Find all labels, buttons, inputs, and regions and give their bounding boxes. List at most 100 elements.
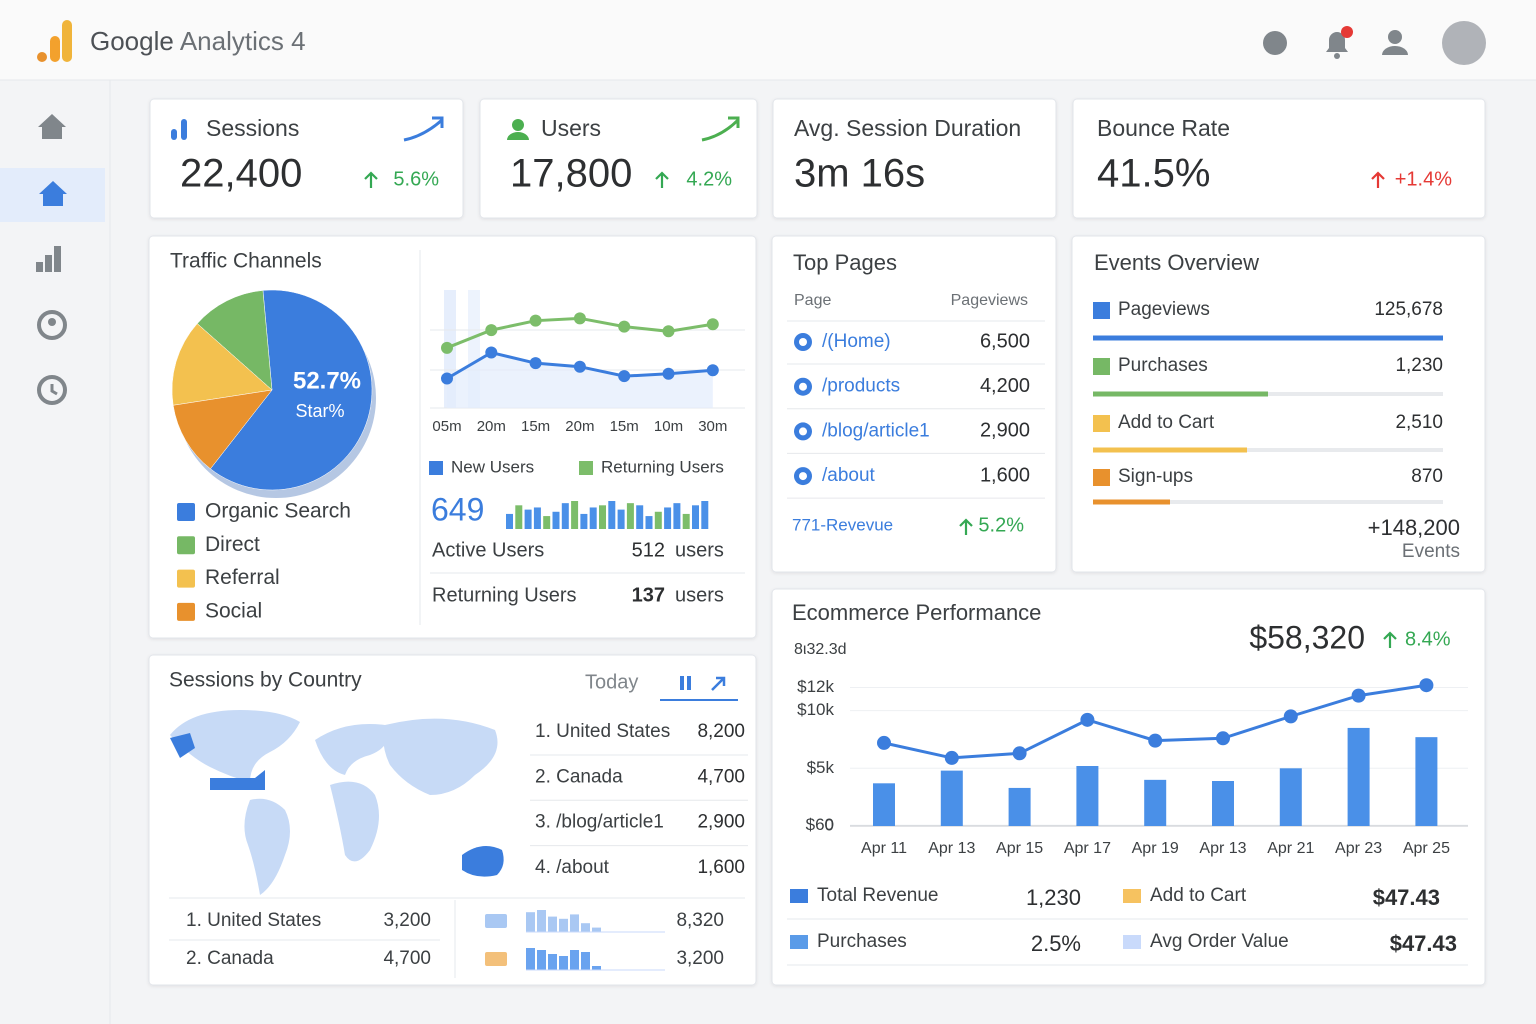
legend-swatch [485, 952, 507, 966]
line-point [485, 346, 498, 359]
pie-center-label: Star% [295, 401, 344, 421]
legend-label: Referral [205, 566, 280, 589]
bar [1279, 768, 1302, 826]
legend-swatch [1093, 415, 1110, 432]
x-tick-label: 15m [521, 418, 550, 435]
line-point [877, 735, 891, 750]
chart-toggle[interactable] [680, 676, 726, 691]
kpi-label: Users [541, 115, 601, 141]
event-value: 125,678 [1374, 299, 1443, 320]
spark-bar [548, 954, 557, 970]
spark-bar [682, 513, 690, 529]
event-name: Pageviews [1118, 299, 1210, 320]
summary-label: Add to Cart [1150, 885, 1247, 906]
legend-swatch [429, 461, 443, 475]
subtitle: 8ι32.3d [794, 641, 847, 658]
progress-bar [1093, 447, 1247, 453]
legend-swatch [177, 602, 195, 621]
users-icon [507, 119, 529, 140]
country-value: 4,700 [697, 766, 745, 787]
page-path: /products [822, 376, 900, 397]
spark-bar [608, 501, 616, 529]
spark-bar [533, 507, 541, 529]
kpi-change: 5.6% [393, 168, 439, 190]
kpi-value: 22,400 [180, 152, 302, 196]
spark-bar [537, 950, 546, 970]
y-tick-label: $5k [807, 758, 835, 777]
page-icon-inner [799, 427, 807, 436]
line-point [1216, 731, 1230, 746]
bar [1212, 781, 1234, 826]
legend-swatch [790, 935, 808, 949]
brand-google: Google [90, 26, 174, 56]
trend-arrow [701, 116, 740, 142]
line-point [441, 372, 453, 385]
nav-home[interactable] [38, 114, 66, 139]
spark-bar [570, 950, 579, 970]
nav-reports[interactable] [36, 246, 61, 272]
footer-value: 5.2% [978, 514, 1024, 536]
legend-label: Social [205, 599, 262, 622]
spark-bar [589, 507, 597, 529]
spark-bar [506, 513, 513, 529]
spark-bar [543, 516, 551, 529]
page-path: /blog/article1 [822, 420, 930, 441]
kpi-value: 17,800 [510, 152, 632, 196]
spark-bar [581, 923, 590, 932]
x-tick-label: Apr 19 [1132, 840, 1179, 857]
brand-product: Analytics 4 [180, 26, 306, 56]
up-arrow [655, 171, 669, 188]
legend-swatch [1093, 358, 1110, 375]
summary-value: $47.43 [1390, 931, 1457, 956]
bar [1415, 737, 1438, 826]
sessions-icon [171, 119, 187, 140]
page-views: 6,500 [980, 330, 1030, 352]
stat-label: Returning Users [432, 584, 577, 606]
events-card [1071, 235, 1486, 573]
country-name: 1. United States [186, 910, 321, 931]
page-views: 4,200 [980, 375, 1030, 397]
help-icon[interactable] [1263, 31, 1287, 55]
spark-bar [645, 516, 653, 529]
nav-advertising[interactable] [37, 375, 67, 405]
x-tick-label: Apr 23 [1335, 840, 1382, 857]
notifications-icon[interactable] [1326, 26, 1353, 59]
spark-bar [559, 918, 568, 932]
x-tick-label: Apr 13 [928, 840, 975, 857]
bar [1076, 766, 1099, 826]
area [447, 352, 713, 408]
spark-bar [526, 912, 535, 932]
event-name: Purchases [1118, 355, 1208, 376]
progress-bar [1093, 335, 1443, 341]
page-icon-inner [799, 382, 807, 391]
x-tick-label: Apr 15 [996, 840, 1043, 857]
country-value: 3,200 [383, 910, 431, 931]
spark-bar [537, 910, 546, 932]
column-header: Page [794, 292, 831, 309]
pie-slice [171, 323, 273, 406]
country-name: 4. /about [535, 857, 610, 878]
country-name: 2. Canada [186, 948, 274, 969]
active-value: 649 [431, 491, 484, 527]
progress-track [1093, 448, 1443, 452]
bar [1008, 787, 1031, 826]
nav-explore[interactable] [37, 310, 67, 340]
line-point [1419, 678, 1434, 693]
x-tick-label: Apr 17 [1064, 840, 1111, 857]
nav-home-active[interactable] [39, 181, 67, 206]
kpi-value: 41.5% [1097, 152, 1210, 196]
legend-label: Direct [205, 533, 260, 556]
account-icon[interactable] [1382, 30, 1408, 55]
avatar[interactable] [1442, 21, 1486, 65]
legend-swatch [177, 503, 195, 521]
legend-label: Returning Users [601, 457, 724, 476]
summary-label: Purchases [817, 931, 907, 952]
line-point [485, 324, 498, 337]
x-tick-label: 20m [477, 418, 506, 435]
up-arrow [1383, 631, 1397, 648]
spark-bar [701, 501, 709, 529]
line-point [618, 320, 631, 333]
spark-bar [580, 513, 588, 529]
summary-value: $47.43 [1373, 885, 1440, 910]
trend-arrow [403, 116, 444, 142]
